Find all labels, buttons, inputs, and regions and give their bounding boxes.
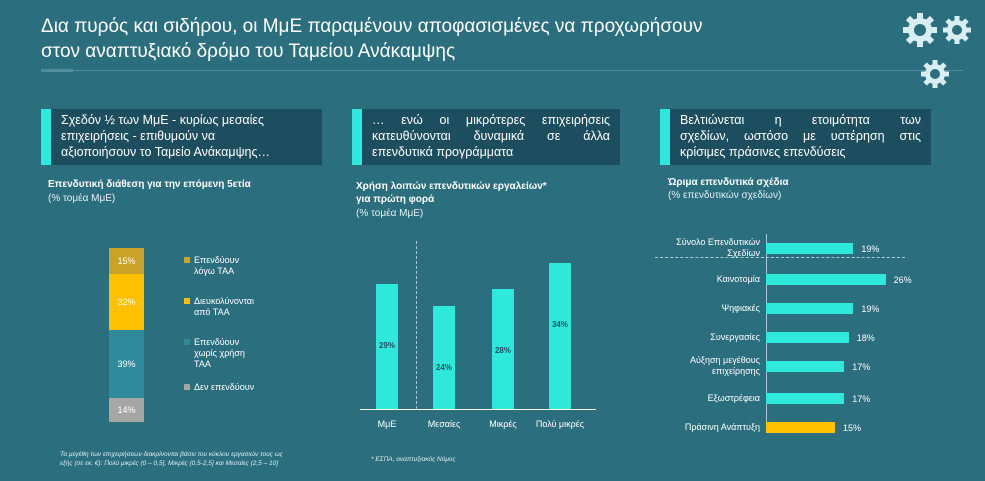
- callout-panel-1: Σχεδόν ½ των ΜμΕ - κυρίως μεσαίες επιχει…: [41, 109, 322, 165]
- callout-panel-1-line-2: επιχειρήσεις - επιθυμούν να: [61, 129, 216, 143]
- chart-2-x-axis: [360, 409, 596, 410]
- bar-value-label: 17%: [852, 361, 871, 372]
- bar: [766, 332, 849, 343]
- page-title-line-2: στον αναπτυξιακό δρόμο του Ταμείου Ανάκα…: [41, 41, 456, 62]
- bar-value-label: 17%: [852, 393, 871, 404]
- category-label: Εξωστρέφεια: [638, 393, 760, 404]
- stacked-segment: 15%: [109, 248, 144, 275]
- legend-label: Διευκολύνονται από ΤΑΑ: [194, 296, 254, 318]
- legend-label: Επενδύουν λόγω ΤΑΑ: [194, 255, 239, 277]
- category-label-line: επιχείρησης: [712, 366, 760, 376]
- legend-label: Επενδύουν χωρίς χρήση ΤΑΑ: [194, 337, 245, 370]
- bar-value-label: 18%: [856, 332, 875, 343]
- title-accent-bar: [41, 69, 73, 72]
- column-category-label: ΜμΕ: [377, 419, 397, 429]
- stacked-segment: 39%: [109, 329, 144, 398]
- legend-label-line: Επενδύουν: [194, 337, 240, 347]
- category-label-line: Συνεργασίες: [710, 331, 760, 342]
- category-label-line: Ψηφιακές: [721, 302, 760, 313]
- column-bar: [492, 288, 514, 409]
- column-value-label: 24%: [435, 362, 452, 372]
- callout-panel-2-line-2: κατευθύνονται δυναμικά σε άλλα: [372, 129, 610, 143]
- bar: [766, 303, 854, 314]
- column-bar: [433, 305, 455, 409]
- column-category-label: Μεσαίες: [427, 419, 461, 429]
- legend-label-line: Επενδύουν: [194, 255, 240, 265]
- column-value-label: 28%: [494, 345, 511, 355]
- category-label-line: Σχεδίων: [727, 248, 760, 258]
- bar-value-label: 15%: [843, 422, 862, 433]
- bar: [766, 393, 845, 404]
- category-label: Καινοτομία: [638, 274, 760, 285]
- chart-3-separator: [655, 257, 905, 258]
- legend-label-line: λόγω ΤΑΑ: [194, 266, 235, 276]
- legend-label-line: ΤΑΑ: [194, 359, 211, 369]
- category-label: Συνεργασίες: [638, 332, 760, 343]
- stacked-segment: 32%: [109, 274, 144, 330]
- chart-2-subtitle: (% τομέα ΜμΕ): [356, 208, 424, 219]
- legend-label-line: Διευκολύνονται: [194, 296, 255, 306]
- callout-accent-stripe: [660, 109, 670, 165]
- category-label: Αύξηση μεγέθους επιχείρησης: [638, 355, 760, 377]
- column-value-label: 29%: [378, 341, 395, 351]
- title-divider: [73, 70, 963, 71]
- category-label: Σύνολο Επενδυτικών Σχεδίων: [638, 237, 760, 259]
- category-label-line: Εξωστρέφεια: [707, 392, 760, 403]
- legend-label-line: Δεν επενδύουν: [194, 382, 255, 392]
- legend-label-line: χωρίς χρήση: [194, 348, 245, 358]
- chart-3-title: Ώριμα επενδυτικά σχέδια: [668, 177, 789, 188]
- column-bar: [376, 284, 398, 409]
- callout-accent-stripe: [41, 109, 51, 165]
- callout-panel-1-line-1: Σχεδόν ½ των ΜμΕ - κυρίως μεσαίες: [61, 113, 265, 127]
- bar: [766, 274, 886, 285]
- callout-panel-1-line-3: αξιοποιήσουν το Ταμείο Ανάκαμψης…: [61, 145, 270, 159]
- bar: [766, 361, 845, 372]
- callout-panel-3-line-1: Βελτιώνεται η ετοιμότητα των: [680, 113, 921, 127]
- category-label-line: Πράσινη Ανάπτυξη: [684, 421, 760, 432]
- callout-panel-3-line-3: κρίσιμες πράσινες επενδύσεις: [680, 145, 846, 159]
- footnote-panel-1-line-2: εξής (σε εκ. €): Πολύ μικρές (0 – 0,5], …: [60, 460, 279, 467]
- footnote-panel-1: Τα μεγέθη των επιχειρήσεων διακρίνονται …: [60, 450, 283, 468]
- category-label-line: Καινοτομία: [716, 273, 760, 284]
- category-label: Ψηφιακές: [638, 303, 760, 314]
- category-label: Πράσινη Ανάπτυξη: [638, 422, 760, 433]
- footnote-panel-2: * ΕΣΠΑ, αναπτυξιακός Νόμος: [371, 456, 456, 463]
- gears-icon: [903, 13, 971, 88]
- legend-swatch: [184, 298, 190, 304]
- callout-panel-2-line-1: … ενώ οι μικρότερες επιχειρήσεις: [372, 113, 610, 127]
- page-title-line-1: Δια πυρός και σιδήρου, οι ΜμΕ παραμένουν…: [41, 16, 703, 37]
- chart-1-title: Επενδυτική διάθεση για την επόμενη 5ετία: [48, 179, 251, 190]
- chart-2-separator: [416, 241, 417, 409]
- chart-1-subtitle: (% τομέα ΜμΕ): [48, 193, 116, 204]
- chart-3-subtitle: (% επενδυτικών σχεδίων): [668, 190, 782, 201]
- legend-swatch: [184, 384, 190, 390]
- callout-panel-2: … ενώ οι μικρότερες επιχειρήσεις κατευθύ…: [352, 109, 620, 165]
- bar-value-label: 19%: [861, 243, 880, 254]
- legend-swatch: [184, 257, 190, 263]
- bar: [766, 243, 854, 254]
- legend-label-line: από ΤΑΑ: [194, 307, 230, 317]
- legend-swatch: [184, 339, 190, 345]
- column-category-label: Πολύ μικρές: [535, 419, 585, 429]
- footnote-panel-1-line-1: Τα μεγέθη των επιχειρήσεων διακρίνονται …: [60, 451, 283, 458]
- callout-panel-2-line-3: επενδυτικά προγράμματα: [372, 145, 514, 159]
- stacked-segment: 14%: [109, 397, 144, 422]
- chart-2-title-line-2: για πρώτη φορά: [356, 194, 435, 205]
- column-value-label: 34%: [551, 319, 568, 329]
- bar-value-label: 26%: [893, 274, 912, 285]
- category-label-line: Σύνολο Επενδυτικών: [676, 237, 760, 247]
- legend-label: Δεν επενδύουν: [194, 382, 254, 393]
- category-label-line: Αύξηση μεγέθους: [689, 355, 760, 365]
- column-category-label: Μικρές: [489, 419, 517, 429]
- chart-2-title-line-1: Χρήση λοιπών επενδυτικών εργαλείων*: [356, 181, 547, 192]
- callout-panel-3-line-2: σχεδίων, ωστόσο με υστέρηση στις: [680, 129, 921, 143]
- page-title: Δια πυρός και σιδήρου, οι ΜμΕ παραμένουν…: [41, 14, 761, 64]
- column-bar: [549, 262, 571, 409]
- callout-accent-stripe: [352, 109, 362, 165]
- bar: [766, 422, 835, 433]
- callout-panel-3: Βελτιώνεται η ετοιμότητα των σχεδίων, ωσ…: [660, 109, 931, 165]
- bar-value-label: 19%: [861, 303, 880, 314]
